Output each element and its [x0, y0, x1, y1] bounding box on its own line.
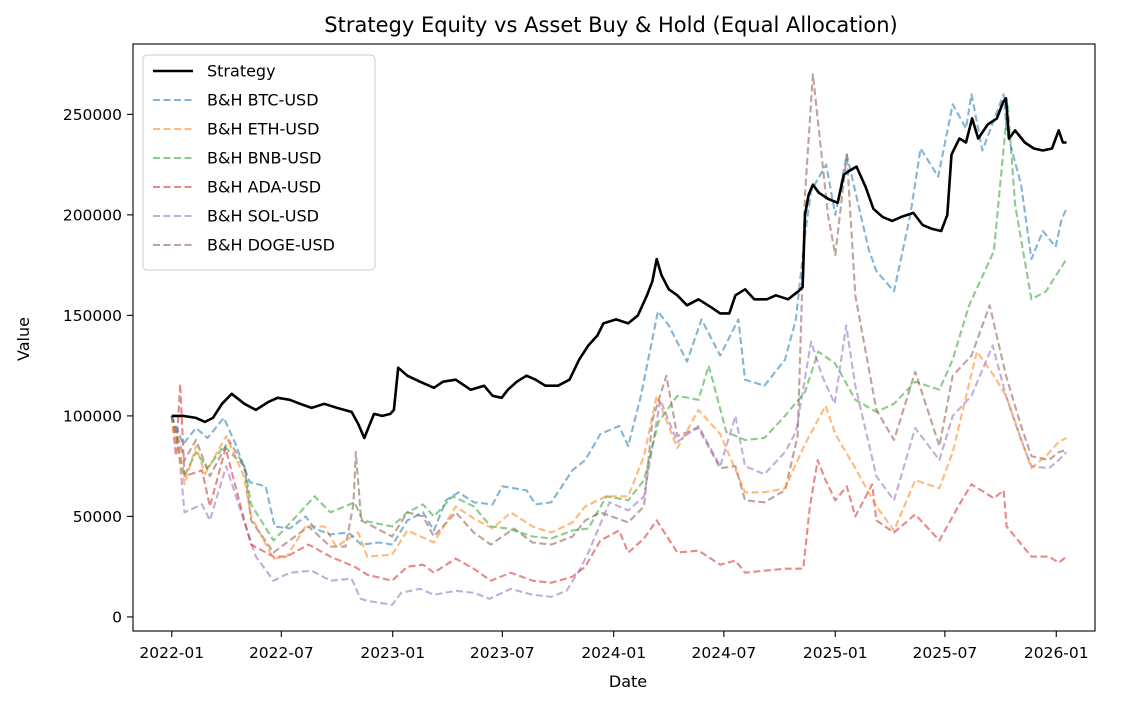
legend: Strategy B&H BTC-USD B&H ETH-USD B&H BNB-US…	[142, 54, 376, 271]
legend-label: B&H BNB-USD	[207, 149, 321, 168]
legend-label: Strategy	[207, 62, 276, 81]
x-tick-label: 2025-07	[912, 644, 977, 662]
x-tick-label: 2024-07	[691, 644, 756, 662]
legend-label: B&H ADA-USD	[207, 178, 321, 197]
x-tick-label: 2026-01	[1024, 644, 1089, 662]
axes: 2022-01 2022-07 2023-01 2023-07 2024-01 2024-…	[63, 43, 1096, 662]
x-tick-label: 2022-07	[249, 644, 314, 662]
series-line-strategy	[171, 97, 1067, 440]
plot-area	[170, 73, 1068, 606]
series-line-b-h-ada-usd	[170, 382, 1068, 584]
series-line-b-h-eth-usd	[170, 350, 1067, 560]
series-line-b-h-sol-usd	[170, 324, 1068, 606]
x-tick-label: 2024-01	[581, 644, 646, 662]
x-tick-label: 2023-07	[470, 644, 535, 662]
x-tick-label: 2022-01	[139, 644, 204, 662]
y-axis-label: Value	[14, 317, 33, 361]
x-tick-label: 2023-01	[360, 644, 425, 662]
legend-label: B&H ETH-USD	[207, 120, 319, 139]
series-line-b-h-bnb-usd	[170, 103, 1068, 542]
y-tick-label: 150000	[63, 307, 122, 325]
y-tick-label: 0	[112, 608, 122, 626]
y-tick-label: 200000	[63, 206, 122, 224]
series-line-b-h-doge-usd	[170, 73, 1067, 554]
x-tick-label: 2025-01	[803, 644, 868, 662]
legend-box	[142, 54, 376, 271]
y-tick-label: 50000	[73, 508, 122, 526]
legend-label: B&H DOGE-USD	[207, 236, 335, 255]
legend-label: B&H SOL-USD	[207, 207, 319, 226]
y-tick-label: 250000	[63, 106, 122, 124]
y-tick-label: 100000	[63, 407, 122, 425]
series-line-b-h-btc-usd	[170, 93, 1068, 546]
chart-title: Strategy Equity vs Asset Buy & Hold (Equ…	[324, 13, 897, 37]
x-axis-label: Date	[609, 672, 647, 691]
legend-label: B&H BTC-USD	[207, 91, 319, 110]
